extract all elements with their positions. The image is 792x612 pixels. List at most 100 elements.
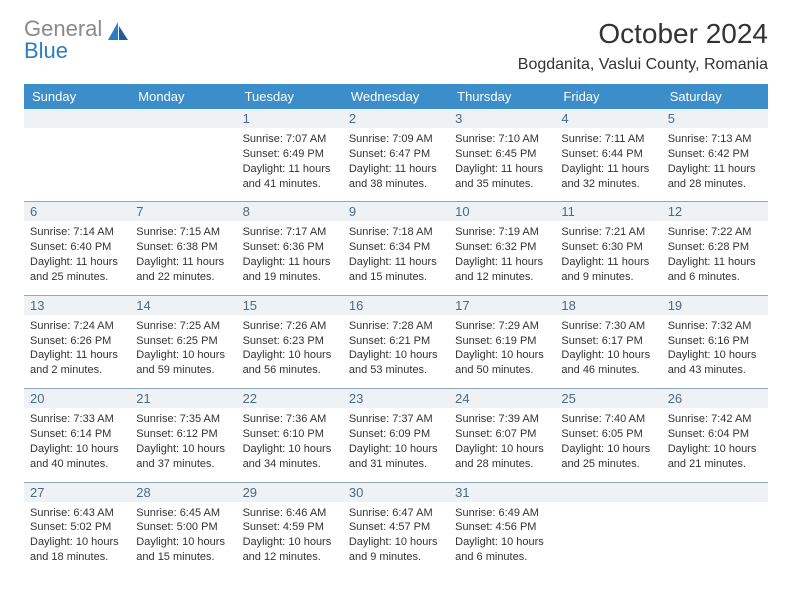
calendar-cell: 30 Sunrise: 6:47 AMSunset: 4:57 PMDayligh… (343, 482, 449, 575)
cell-text: Sunrise: 7:18 AMSunset: 6:34 PMDaylight:… (349, 225, 443, 284)
calendar-cell: 8 Sunrise: 7:17 AMSunset: 6:36 PMDaylight… (237, 202, 343, 295)
day-number: 23 (343, 389, 449, 408)
header: General Blue October 2024 Bogdanita, Vas… (24, 18, 768, 80)
calendar-cell: 23 Sunrise: 7:37 AMSunset: 6:09 PMDayligh… (343, 389, 449, 482)
title-block: October 2024 Bogdanita, Vaslui County, R… (518, 18, 768, 80)
month-title: October 2024 (518, 18, 768, 50)
calendar-cell: 13 Sunrise: 7:24 AMSunset: 6:26 PMDayligh… (24, 295, 130, 388)
cell-text: Sunrise: 6:45 AMSunset: 5:00 PMDaylight:… (136, 506, 230, 565)
cell-text: Sunrise: 7:13 AMSunset: 6:42 PMDaylight:… (668, 132, 762, 191)
day-number: 18 (555, 296, 661, 315)
day-number: 9 (343, 202, 449, 221)
calendar-head: SundayMondayTuesdayWednesdayThursdayFrid… (24, 84, 768, 109)
calendar-table: SundayMondayTuesdayWednesdayThursdayFrid… (24, 84, 768, 575)
day-header: Sunday (24, 84, 130, 109)
day-number: 11 (555, 202, 661, 221)
cell-text: Sunrise: 7:28 AMSunset: 6:21 PMDaylight:… (349, 319, 443, 378)
cell-text: Sunrise: 7:07 AMSunset: 6:49 PMDaylight:… (243, 132, 337, 191)
calendar-cell: 24 Sunrise: 7:39 AMSunset: 6:07 PMDayligh… (449, 389, 555, 482)
day-number (130, 109, 236, 128)
calendar-cell: 14Sunrise: 7:25 AMSunset: 6:25 PMDayligh… (130, 295, 236, 388)
day-number: 3 (449, 109, 555, 128)
calendar-cell: 19 Sunrise: 7:32 AMSunset: 6:16 PMDayligh… (662, 295, 768, 388)
cell-text: Sunrise: 7:30 AMSunset: 6:17 PMDaylight:… (561, 319, 655, 378)
cell-text: Sunrise: 7:17 AMSunset: 6:36 PMDaylight:… (243, 225, 337, 284)
calendar-cell (24, 109, 130, 202)
calendar-cell: 22Sunrise: 7:36 AMSunset: 6:10 PMDayligh… (237, 389, 343, 482)
day-header: Monday (130, 84, 236, 109)
calendar-cell (130, 109, 236, 202)
calendar-cell (662, 482, 768, 575)
day-number: 13 (24, 296, 130, 315)
day-header: Saturday (662, 84, 768, 109)
calendar-cell: 21 Sunrise: 7:35 AMSunset: 6:12 PMDayligh… (130, 389, 236, 482)
location: Bogdanita, Vaslui County, Romania (518, 56, 768, 74)
calendar-cell: 9 Sunrise: 7:18 AMSunset: 6:34 PMDaylight… (343, 202, 449, 295)
day-number: 1 (237, 109, 343, 128)
day-header: Wednesday (343, 84, 449, 109)
day-number: 6 (24, 202, 130, 221)
cell-text: Sunrise: 7:10 AMSunset: 6:45 PMDaylight:… (455, 132, 549, 191)
calendar-cell: 6 Sunrise: 7:14 AMSunset: 6:40 PMDaylight… (24, 202, 130, 295)
cell-text: Sunrise: 6:47 AMSunset: 4:57 PMDaylight:… (349, 506, 443, 565)
day-number: 24 (449, 389, 555, 408)
day-number (662, 483, 768, 502)
calendar-cell: 7 Sunrise: 7:15 AMSunset: 6:38 PMDaylight… (130, 202, 236, 295)
day-number: 30 (343, 483, 449, 502)
calendar-cell: 12Sunrise: 7:22 AMSunset: 6:28 PMDayligh… (662, 202, 768, 295)
cell-text: Sunrise: 7:09 AMSunset: 6:47 PMDaylight:… (349, 132, 443, 191)
calendar-cell: 17 Sunrise: 7:29 AMSunset: 6:19 PMDayligh… (449, 295, 555, 388)
day-number (555, 483, 661, 502)
cell-text: Sunrise: 7:15 AMSunset: 6:38 PMDaylight:… (136, 225, 230, 284)
calendar-cell: 15 Sunrise: 7:26 AMSunset: 6:23 PMDayligh… (237, 295, 343, 388)
day-number: 17 (449, 296, 555, 315)
cell-text: Sunrise: 7:39 AMSunset: 6:07 PMDaylight:… (455, 412, 549, 471)
logo-part2: Blue (24, 38, 68, 63)
calendar-cell: 4Sunrise: 7:11 AMSunset: 6:44 PMDaylight… (555, 109, 661, 202)
cell-text: Sunrise: 7:21 AMSunset: 6:30 PMDaylight:… (561, 225, 655, 284)
cell-text: Sunrise: 7:26 AMSunset: 6:23 PMDaylight:… (243, 319, 337, 378)
cell-text: Sunrise: 7:35 AMSunset: 6:12 PMDaylight:… (136, 412, 230, 471)
day-number: 26 (662, 389, 768, 408)
calendar-cell: 29Sunrise: 6:46 AMSunset: 4:59 PMDayligh… (237, 482, 343, 575)
cell-text: Sunrise: 6:49 AMSunset: 4:56 PMDaylight:… (455, 506, 549, 565)
cell-text: Sunrise: 7:11 AMSunset: 6:44 PMDaylight:… (561, 132, 655, 191)
cell-text: Sunrise: 7:36 AMSunset: 6:10 PMDaylight:… (243, 412, 337, 471)
calendar-cell: 25Sunrise: 7:40 AMSunset: 6:05 PMDayligh… (555, 389, 661, 482)
cell-text: Sunrise: 7:42 AMSunset: 6:04 PMDaylight:… (668, 412, 762, 471)
calendar-cell: 16Sunrise: 7:28 AMSunset: 6:21 PMDayligh… (343, 295, 449, 388)
calendar-cell: 20Sunrise: 7:33 AMSunset: 6:14 PMDayligh… (24, 389, 130, 482)
day-number: 15 (237, 296, 343, 315)
cell-text: Sunrise: 7:33 AMSunset: 6:14 PMDaylight:… (30, 412, 124, 471)
cell-text: Sunrise: 7:29 AMSunset: 6:19 PMDaylight:… (455, 319, 549, 378)
day-number: 21 (130, 389, 236, 408)
cell-text: Sunrise: 7:24 AMSunset: 6:26 PMDaylight:… (30, 319, 124, 378)
day-number: 12 (662, 202, 768, 221)
day-number: 10 (449, 202, 555, 221)
day-number: 27 (24, 483, 130, 502)
calendar-cell: 26 Sunrise: 7:42 AMSunset: 6:04 PMDayligh… (662, 389, 768, 482)
calendar-cell: 10Sunrise: 7:19 AMSunset: 6:32 PMDayligh… (449, 202, 555, 295)
day-number: 7 (130, 202, 236, 221)
day-number: 5 (662, 109, 768, 128)
sail-icon (106, 20, 130, 42)
day-number: 19 (662, 296, 768, 315)
day-header: Thursday (449, 84, 555, 109)
calendar-row: 6 Sunrise: 7:14 AMSunset: 6:40 PMDaylight… (24, 202, 768, 295)
cell-text: Sunrise: 7:25 AMSunset: 6:25 PMDaylight:… (136, 319, 230, 378)
cell-text: Sunrise: 7:37 AMSunset: 6:09 PMDaylight:… (349, 412, 443, 471)
day-number: 25 (555, 389, 661, 408)
calendar-cell: 3 Sunrise: 7:10 AMSunset: 6:45 PMDaylight… (449, 109, 555, 202)
day-number: 8 (237, 202, 343, 221)
day-number: 31 (449, 483, 555, 502)
cell-text: Sunrise: 7:32 AMSunset: 6:16 PMDaylight:… (668, 319, 762, 378)
logo-text: General Blue (24, 18, 102, 62)
day-number (24, 109, 130, 128)
cell-text: Sunrise: 7:14 AMSunset: 6:40 PMDaylight:… (30, 225, 124, 284)
calendar-row: 1 Sunrise: 7:07 AMSunset: 6:49 PMDaylight… (24, 109, 768, 202)
calendar-cell: 1 Sunrise: 7:07 AMSunset: 6:49 PMDaylight… (237, 109, 343, 202)
logo: General Blue (24, 18, 130, 62)
day-header: Friday (555, 84, 661, 109)
cell-text: Sunrise: 6:46 AMSunset: 4:59 PMDaylight:… (243, 506, 337, 565)
calendar-cell (555, 482, 661, 575)
